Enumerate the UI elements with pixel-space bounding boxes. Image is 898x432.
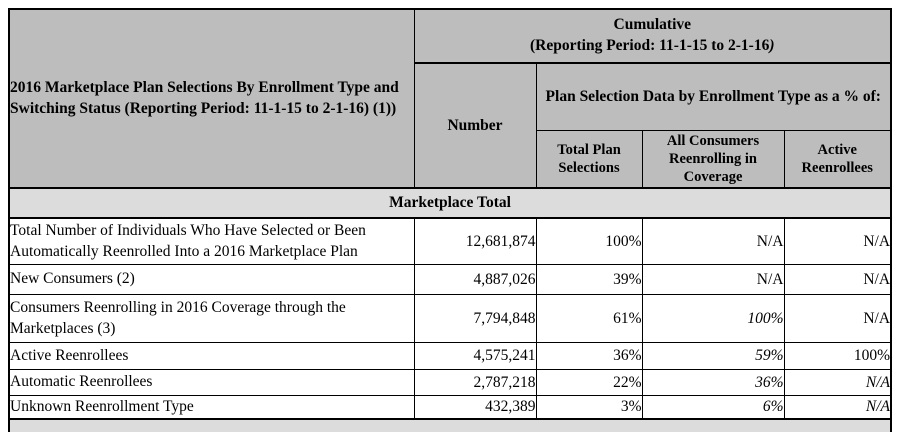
table-row: New Consumers (2) 4,887,026 39% N/A N/A xyxy=(8,264,892,295)
row-number-value: 4,887,026 xyxy=(413,264,537,295)
active-reenrollees-column-header: Active Reenrollees xyxy=(783,130,892,189)
row-total-plan-pct: 39% xyxy=(535,264,643,295)
row-reenrolling-pct: 36% xyxy=(641,369,785,396)
table-row: Total Number of Individuals Who Have Sel… xyxy=(8,217,892,265)
row-total-plan-pct: 22% xyxy=(535,369,643,396)
row-label: Consumers Reenrolling in 2016 Coverage t… xyxy=(8,294,415,343)
row-reenrolling-pct: 59% xyxy=(641,342,785,370)
table-title-cell: 2016 Marketplace Plan Selections By Enro… xyxy=(8,8,415,189)
section-row-marketplace-total: Marketplace Total xyxy=(8,187,892,219)
table-row: Automatic Reenrollees 2,787,218 22% 36% … xyxy=(8,369,892,396)
cumulative-reporting-period: (Reporting Period: 11-1-15 to 2-1-16) xyxy=(415,36,890,57)
row-total-plan-pct: 36% xyxy=(535,342,643,370)
row-active-pct: N/A xyxy=(783,369,892,396)
table-row: Consumers Reenrolling in 2016 Coverage t… xyxy=(8,294,892,343)
all-consumers-reenrolling-column-header: All Consumers Reenrolling in Coverage xyxy=(641,130,785,189)
cumulative-reporting-period-close-paren: ) xyxy=(769,37,775,54)
table-row: Unknown Reenrollment Type 432,389 3% 6% … xyxy=(8,395,892,420)
next-section-row-cutoff xyxy=(8,418,892,432)
row-label: New Consumers (2) xyxy=(8,264,415,295)
row-number-value: 432,389 xyxy=(413,395,537,420)
row-label: Total Number of Individuals Who Have Sel… xyxy=(8,217,415,265)
cumulative-title: Cumulative xyxy=(613,16,692,34)
marketplace-plan-selections-table: 2016 Marketplace Plan Selections By Enro… xyxy=(8,8,893,432)
row-active-pct: N/A xyxy=(783,264,892,295)
table-row: Active Reenrollees 4,575,241 36% 59% 100… xyxy=(8,342,892,370)
number-column-header: Number xyxy=(413,62,537,189)
row-number-value: 2,787,218 xyxy=(413,369,537,396)
row-total-plan-pct: 3% xyxy=(535,395,643,420)
section-header-label: Marketplace Total xyxy=(8,187,892,219)
plan-selection-group-header: Plan Selection Data by Enrollment Type a… xyxy=(535,62,892,131)
row-active-pct: 100% xyxy=(783,342,892,370)
header-row-cumulative: 2016 Marketplace Plan Selections By Enro… xyxy=(8,8,892,189)
row-label: Active Reenrollees xyxy=(8,342,415,370)
row-reenrolling-pct: 100% xyxy=(641,294,785,343)
row-reenrolling-pct: N/A xyxy=(641,217,785,265)
row-number-value: 4,575,241 xyxy=(413,342,537,370)
next-section-strip xyxy=(8,418,892,432)
row-total-plan-pct: 100% xyxy=(535,217,643,265)
row-active-pct: N/A xyxy=(783,395,892,420)
row-label: Unknown Reenrollment Type xyxy=(8,395,415,420)
row-total-plan-pct: 61% xyxy=(535,294,643,343)
row-active-pct: N/A xyxy=(783,217,892,265)
header-row-subcolumns: Total Plan Selections All Consumers Reen… xyxy=(9,130,892,189)
row-active-pct: N/A xyxy=(783,294,892,343)
row-number-value: 7,794,848 xyxy=(413,294,537,343)
cumulative-reporting-period-text: (Reporting Period: 11-1-15 to 2-1-16 xyxy=(530,37,770,54)
total-plan-selections-column-header: Total Plan Selections xyxy=(535,130,643,189)
header-row-group: Number Plan Selection Data by Enrollment… xyxy=(9,62,892,189)
row-number-value: 12,681,874 xyxy=(413,217,537,265)
row-reenrolling-pct: N/A xyxy=(641,264,785,295)
cumulative-header-cell: Cumulative (Reporting Period: 11-1-15 to… xyxy=(413,8,892,64)
row-reenrolling-pct: 6% xyxy=(641,395,785,420)
row-label: Automatic Reenrollees xyxy=(8,369,415,396)
